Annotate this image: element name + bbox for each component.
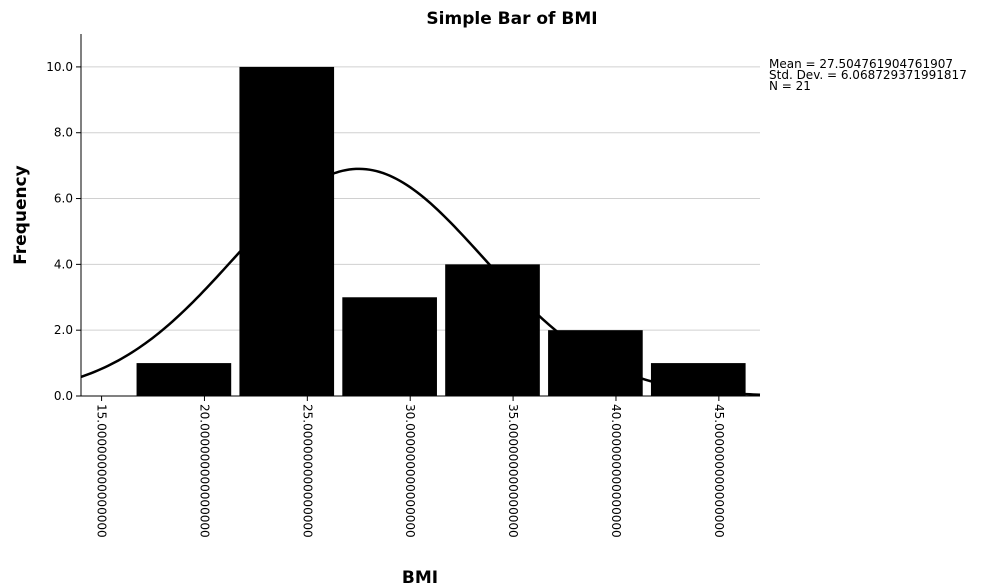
x-ticks: 15.000000000000000 20.000000000000000 25.0… <box>95 396 726 538</box>
x-tick-label-0: 15.000000000000000 <box>95 404 109 538</box>
y-tick-label-4: 8.0 <box>54 126 73 140</box>
y-ticks: 0.0 2.0 4.0 6.0 8.0 10.0 <box>46 60 81 403</box>
chart-title: Simple Bar of BMI <box>426 9 597 29</box>
bars <box>136 66 746 396</box>
y-tick-label-5: 10.0 <box>46 60 73 74</box>
x-tick-label-5: 40.000000000000000 <box>609 404 623 538</box>
bar-3 <box>445 264 540 396</box>
normal-curve <box>80 167 761 396</box>
y-tick-label-2: 4.0 <box>54 257 73 271</box>
y-axis-title: Frequency <box>11 165 31 265</box>
y-tick-label-3: 6.0 <box>54 192 73 206</box>
y-tick-label-1: 2.0 <box>54 323 73 337</box>
stats-line-2: N = 21 <box>769 79 811 93</box>
gridlines <box>81 66 760 331</box>
bar-0 <box>136 363 232 396</box>
axes <box>80 34 760 397</box>
bar-2 <box>342 297 437 396</box>
x-tick-label-2: 25.000000000000000 <box>300 404 314 538</box>
bar-1 <box>239 66 335 396</box>
stats-line-0: Mean = 27.504761904761907 <box>769 57 953 71</box>
x-axis-title: BMI <box>402 568 438 587</box>
stats-line-1: Std. Dev. = 6.068729371991817 <box>769 68 967 82</box>
x-tick-label-4: 35.000000000000000 <box>506 404 520 538</box>
x-tick-label-3: 30.000000000000000 <box>403 404 417 538</box>
y-tick-label-0: 0.0 <box>54 389 73 403</box>
x-tick-label-1: 20.000000000000000 <box>197 404 211 538</box>
bar-4 <box>548 330 643 396</box>
x-tick-label-6: 45.000000000000000 <box>712 404 726 538</box>
